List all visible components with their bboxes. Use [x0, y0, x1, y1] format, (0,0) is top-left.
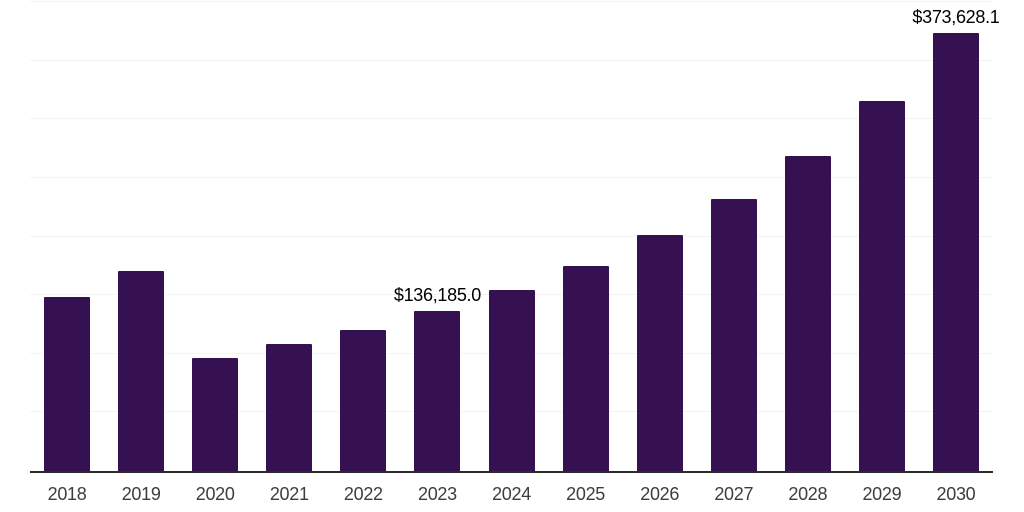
gridline-400000 [30, 1, 993, 2]
x-tick-label-2022: 2022 [343, 484, 383, 504]
plot-area: $136,185.0 $373,628.1 [30, 1, 1000, 473]
bar-2018 [44, 297, 91, 471]
x-tick-label-2018: 2018 [47, 484, 87, 504]
bar-2024 [488, 290, 535, 471]
bar-2022 [340, 329, 387, 471]
gridline-350000 [30, 59, 993, 61]
x-tick-label-2028: 2028 [788, 484, 828, 504]
x-tick-label-2023: 2023 [418, 484, 457, 504]
x-tick-label-2021: 2021 [269, 484, 309, 504]
x-tick-label-2020: 2020 [195, 484, 235, 504]
bar-2019 [118, 271, 165, 471]
x-tick-label-2029: 2029 [862, 484, 902, 504]
bar-2025 [562, 266, 609, 471]
bar-2028 [784, 155, 831, 471]
gridline-250000 [30, 176, 993, 178]
bar-2023 [414, 311, 461, 471]
bar-2020 [192, 357, 239, 471]
x-tick-label-2019: 2019 [121, 484, 161, 504]
gridline-200000 [30, 235, 993, 237]
bar-2027 [710, 198, 757, 471]
bar-2030 [932, 32, 979, 471]
x-tick-label-2030: 2030 [936, 484, 976, 504]
x-axis-tick-labels: 2018 2019 2020 2021 2022 2023 2024 2025 2026 2027… [30, 481, 993, 507]
x-tick-label-2024: 2024 [492, 484, 531, 504]
data-label-2030: $373,628.1 [912, 6, 1000, 27]
bar-2026 [636, 235, 683, 471]
gridline-300000 [30, 118, 993, 120]
bar-2021 [266, 343, 313, 471]
x-tick-label-2026: 2026 [640, 484, 680, 504]
x-tick-label-2027: 2027 [714, 484, 754, 504]
x-tick-label-2025: 2025 [566, 484, 605, 504]
bar-2029 [858, 101, 905, 471]
data-label-2023: $136,185.0 [393, 285, 481, 306]
